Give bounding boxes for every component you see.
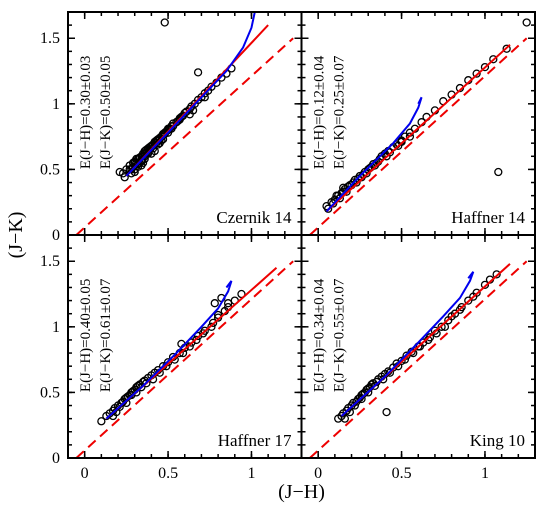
annotation-ejk: E(J−K)=0.25±0.07 [332,55,348,169]
panel-title: Czernik 14 [216,208,292,227]
svg-text:0.5: 0.5 [158,465,178,482]
annotation-ejk: E(J−K)=0.55±0.07 [332,278,348,392]
panel-title: King 10 [470,431,525,450]
svg-text:1: 1 [247,465,255,482]
annotation-ejh: E(J−H)=0.12±0.04 [312,55,328,169]
annotation-ejh: E(J−H)=0.40±0.05 [78,279,94,392]
annotation-ejk: E(J−K)=0.61±0.07 [98,278,114,392]
svg-text:1.5: 1.5 [40,30,60,47]
y-axis-label: (J−K) [5,212,27,259]
svg-text:0: 0 [314,465,322,482]
svg-text:0.5: 0.5 [392,465,412,482]
panel-title: Haffner 14 [451,208,525,227]
svg-text:1.5: 1.5 [40,253,60,270]
x-axis-label: (J−H) [278,481,325,503]
svg-text:1: 1 [52,319,60,336]
svg-text:0: 0 [52,227,60,244]
svg-text:0.5: 0.5 [40,384,60,401]
scatter-panel-chart: 0 0.5 1 1.5 E(J−H)=0.30±0.03E(J−K)=0.50±0.05… [0,0,551,510]
annotation-ejk: E(J−K)=0.50±0.05 [98,56,114,169]
panel-title: Haffner 17 [218,431,292,450]
svg-text:0: 0 [52,450,60,467]
svg-text:0: 0 [81,465,89,482]
annotation-ejh: E(J−H)=0.34±0.04 [312,278,328,392]
svg-text:1: 1 [481,465,489,482]
annotation-ejh: E(J−H)=0.30±0.03 [78,56,94,169]
chart-container: 0 0.5 1 1.5 E(J−H)=0.30±0.03E(J−K)=0.50±0.05… [0,0,551,510]
svg-text:0.5: 0.5 [40,161,60,178]
svg-text:1: 1 [52,96,60,113]
